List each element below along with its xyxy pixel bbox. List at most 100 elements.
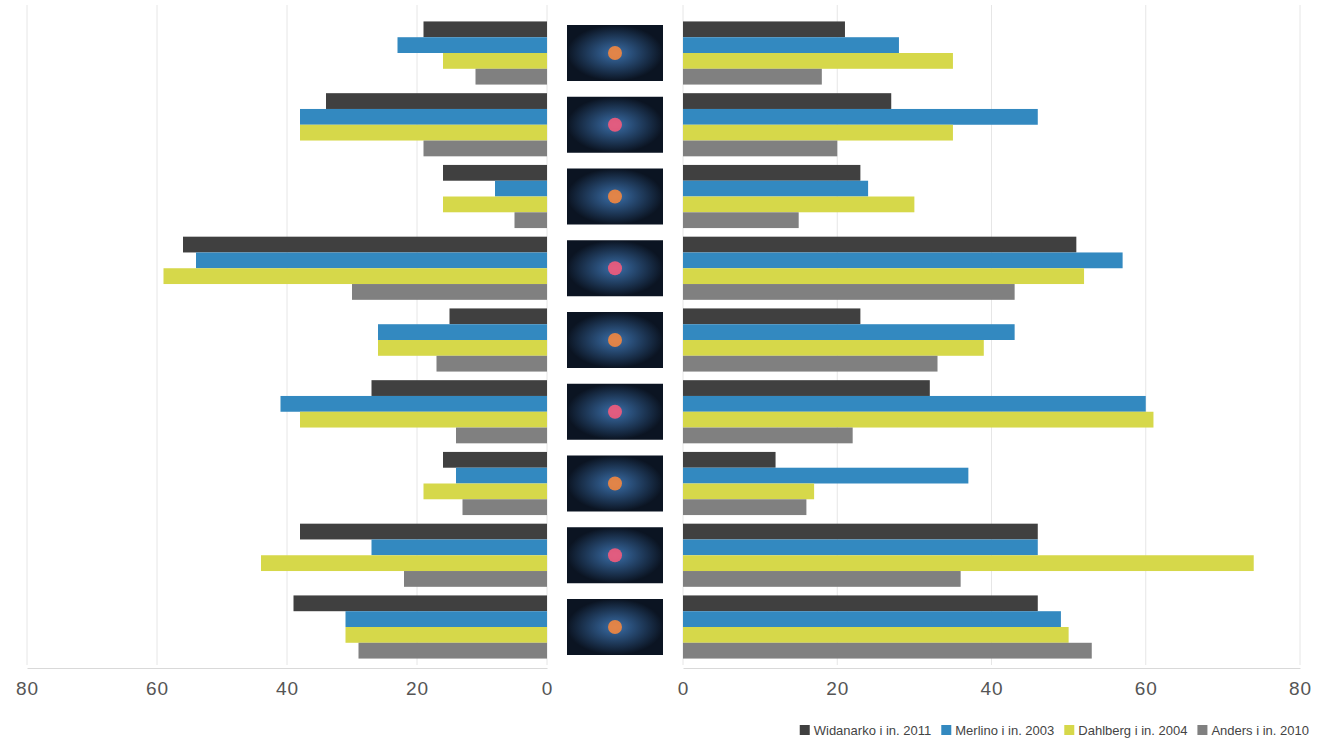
bar (443, 165, 547, 181)
bar (683, 380, 930, 396)
bar (476, 69, 548, 85)
tick-label: 20 (826, 678, 849, 699)
legend-swatch (1064, 725, 1074, 735)
legend-swatch (941, 725, 951, 735)
panel-1: 0 20 40 60 80 (678, 5, 1312, 699)
bar (450, 308, 548, 324)
bar (683, 53, 953, 69)
bar (683, 483, 814, 499)
tick-label: 60 (1135, 678, 1158, 699)
bar (683, 499, 806, 515)
body-icon (567, 599, 663, 655)
tick: 60 (146, 668, 169, 699)
tick-label: 80 (1289, 678, 1312, 699)
bar (683, 611, 1061, 627)
series (352, 69, 547, 659)
tick: 80 (1289, 668, 1312, 699)
grid-line (27, 5, 28, 665)
bar (346, 611, 548, 627)
bar (300, 524, 547, 540)
bar (683, 555, 1254, 571)
tick: 0 (542, 668, 554, 699)
tick-label: 40 (276, 678, 299, 699)
bar (683, 21, 845, 37)
bar (683, 595, 1038, 611)
bar (683, 524, 1038, 540)
bar (683, 109, 1038, 125)
bar (683, 237, 1076, 253)
bar (300, 109, 547, 125)
axis-line (684, 668, 1301, 669)
tick: 80 (16, 668, 39, 699)
bar (352, 284, 547, 300)
bar (424, 483, 548, 499)
tick: 60 (1135, 668, 1158, 699)
bar (683, 428, 853, 444)
bars (683, 21, 1254, 658)
chart: 0 20 40 60 80 0 20 40 60 80 Anders i in. 2010 Dahlb… (0, 0, 1321, 747)
bar (683, 181, 868, 197)
legend-item: Merlino i in. 2003 (941, 723, 1054, 738)
body-icon (567, 25, 663, 81)
legend-label: Widanarko i in. 2011 (814, 723, 932, 738)
bar (398, 37, 548, 53)
bar (183, 237, 547, 253)
bar (372, 539, 548, 555)
bar (164, 268, 548, 284)
bar (443, 53, 547, 69)
bar (424, 21, 548, 37)
body-icon (567, 455, 663, 511)
bar (683, 93, 891, 109)
bar (372, 380, 548, 396)
bar (683, 539, 1038, 555)
bar (456, 468, 547, 484)
grid (27, 5, 547, 665)
bar (683, 165, 860, 181)
tick-label: 0 (542, 678, 554, 699)
legend-label: Merlino i in. 2003 (955, 723, 1054, 738)
tick-label: 20 (406, 678, 429, 699)
legend-label: Dahlberg i in. 2004 (1078, 723, 1187, 738)
tick: 40 (980, 668, 1003, 699)
bar (300, 412, 547, 428)
bar (683, 284, 1015, 300)
body-icon (567, 97, 663, 153)
tick: 40 (276, 668, 299, 699)
bar (683, 396, 1146, 412)
legend-item: Anders i in. 2010 (1197, 723, 1309, 738)
bar (515, 212, 548, 228)
bar (281, 396, 548, 412)
series (164, 53, 548, 643)
bar (378, 324, 547, 340)
bar (683, 324, 1015, 340)
bar (683, 37, 899, 53)
bar (683, 356, 938, 372)
body-icon (567, 240, 663, 296)
bar (261, 555, 547, 571)
bar (456, 428, 547, 444)
bar (346, 627, 548, 643)
bar (683, 141, 837, 157)
body-icon (567, 527, 663, 583)
panel-0: 0 20 40 60 80 (16, 5, 553, 699)
bar (683, 308, 860, 324)
bar (359, 643, 548, 659)
legend-label: Anders i in. 2010 (1211, 723, 1309, 738)
bar (300, 125, 547, 141)
bar (683, 571, 961, 587)
bar (378, 340, 547, 356)
tick-label: 60 (146, 678, 169, 699)
bar (683, 452, 776, 468)
bar (683, 643, 1092, 659)
bar (196, 252, 547, 268)
bar (683, 627, 1069, 643)
bar (404, 571, 547, 587)
tick-label: 40 (980, 678, 1003, 699)
grid-line (157, 5, 158, 665)
bar (437, 356, 548, 372)
icons (567, 25, 663, 655)
bar (683, 125, 953, 141)
grid (683, 5, 1300, 665)
tick: 0 (678, 668, 690, 699)
legend-swatch (1197, 725, 1207, 735)
